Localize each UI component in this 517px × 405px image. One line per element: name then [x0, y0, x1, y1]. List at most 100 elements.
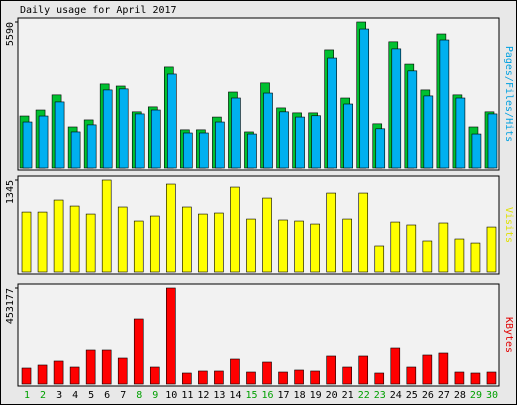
bar [38, 115, 49, 169]
bar [214, 370, 224, 385]
bar [118, 88, 129, 169]
bar [166, 287, 176, 385]
bar [214, 212, 224, 273]
x-tick-label: 30 [486, 390, 498, 401]
bar [182, 372, 192, 385]
bar [246, 371, 256, 385]
bar [487, 113, 498, 169]
bar [167, 73, 177, 169]
x-tick-label: 15 [245, 390, 257, 401]
x-tick-label: 16 [261, 390, 273, 401]
bar [326, 192, 336, 273]
bar [54, 101, 65, 169]
bar [247, 133, 257, 169]
bar [53, 199, 64, 273]
x-tick-label: 2 [40, 390, 46, 401]
bar [342, 218, 352, 273]
bar [117, 357, 128, 385]
bar [279, 111, 289, 169]
x-tick-label: 4 [72, 390, 78, 401]
x-tick-label: 24 [390, 390, 402, 401]
legend-label: Visits [503, 207, 514, 243]
bar [133, 220, 144, 273]
y-tick-label: 453177 [5, 288, 16, 324]
bar [295, 116, 305, 169]
x-tick-label: 14 [229, 390, 241, 401]
bar [294, 369, 304, 385]
bar [70, 131, 81, 169]
bar [406, 224, 417, 273]
bar [374, 245, 385, 273]
bar [246, 218, 256, 273]
x-tick-label: 10 [165, 390, 177, 401]
x-tick-label: 19 [310, 390, 322, 401]
x-tick-label: 17 [278, 390, 290, 401]
bar [149, 366, 160, 385]
bar [471, 133, 482, 169]
x-tick-label: 3 [56, 390, 62, 401]
bar [199, 132, 209, 169]
bar [439, 39, 450, 169]
panel [17, 17, 500, 171]
bar [230, 186, 240, 273]
x-tick-label: 8 [136, 390, 142, 401]
x-tick-label: 26 [422, 390, 434, 401]
bar [359, 28, 370, 169]
bar [310, 370, 320, 385]
x-tick-label: 22 [358, 390, 370, 401]
bar [69, 205, 80, 273]
bar [390, 347, 401, 385]
bar [422, 354, 433, 385]
legend-label: KBytes [503, 317, 514, 353]
bar [21, 367, 32, 385]
x-tick-label: 29 [470, 390, 482, 401]
bar [438, 222, 449, 273]
bar [215, 121, 225, 169]
x-tick-label: 27 [438, 390, 450, 401]
bar [22, 121, 33, 169]
bar [454, 371, 465, 385]
bar [358, 192, 369, 273]
bar [149, 215, 160, 273]
x-tick-label: 6 [104, 390, 110, 401]
bar [166, 183, 176, 273]
bar [134, 113, 145, 169]
bar [53, 360, 64, 385]
bar [486, 226, 497, 273]
legend-label: Pages/Files/Hits [503, 46, 514, 142]
panel [17, 283, 500, 387]
bar [37, 364, 48, 385]
bar [101, 179, 112, 273]
bar [311, 115, 321, 169]
bar [182, 206, 192, 273]
bar [230, 358, 240, 385]
bar [69, 366, 80, 385]
bar [390, 221, 401, 273]
bar [278, 371, 288, 385]
x-tick-label: 9 [152, 390, 158, 401]
bar [85, 213, 96, 273]
panel [17, 175, 500, 275]
bar [438, 352, 449, 385]
bar [343, 103, 353, 169]
bar [198, 370, 208, 385]
bar [86, 124, 97, 169]
bar [150, 109, 161, 169]
bar [183, 132, 193, 169]
bar [85, 349, 96, 385]
bar [422, 240, 433, 273]
bar [262, 197, 272, 273]
x-tick-label: 1 [24, 390, 30, 401]
y-tick-label: 5590 [5, 22, 16, 46]
x-tick-label: 7 [120, 390, 126, 401]
bar [310, 223, 320, 273]
x-tick-label: 21 [342, 390, 354, 401]
bar [391, 48, 402, 169]
bar [375, 128, 386, 169]
bar [406, 366, 417, 385]
bar [231, 97, 241, 169]
x-tick-label: 25 [406, 390, 418, 401]
x-tick-label: 13 [213, 390, 225, 401]
x-tick-label: 11 [181, 390, 193, 401]
x-tick-label: 28 [454, 390, 466, 401]
